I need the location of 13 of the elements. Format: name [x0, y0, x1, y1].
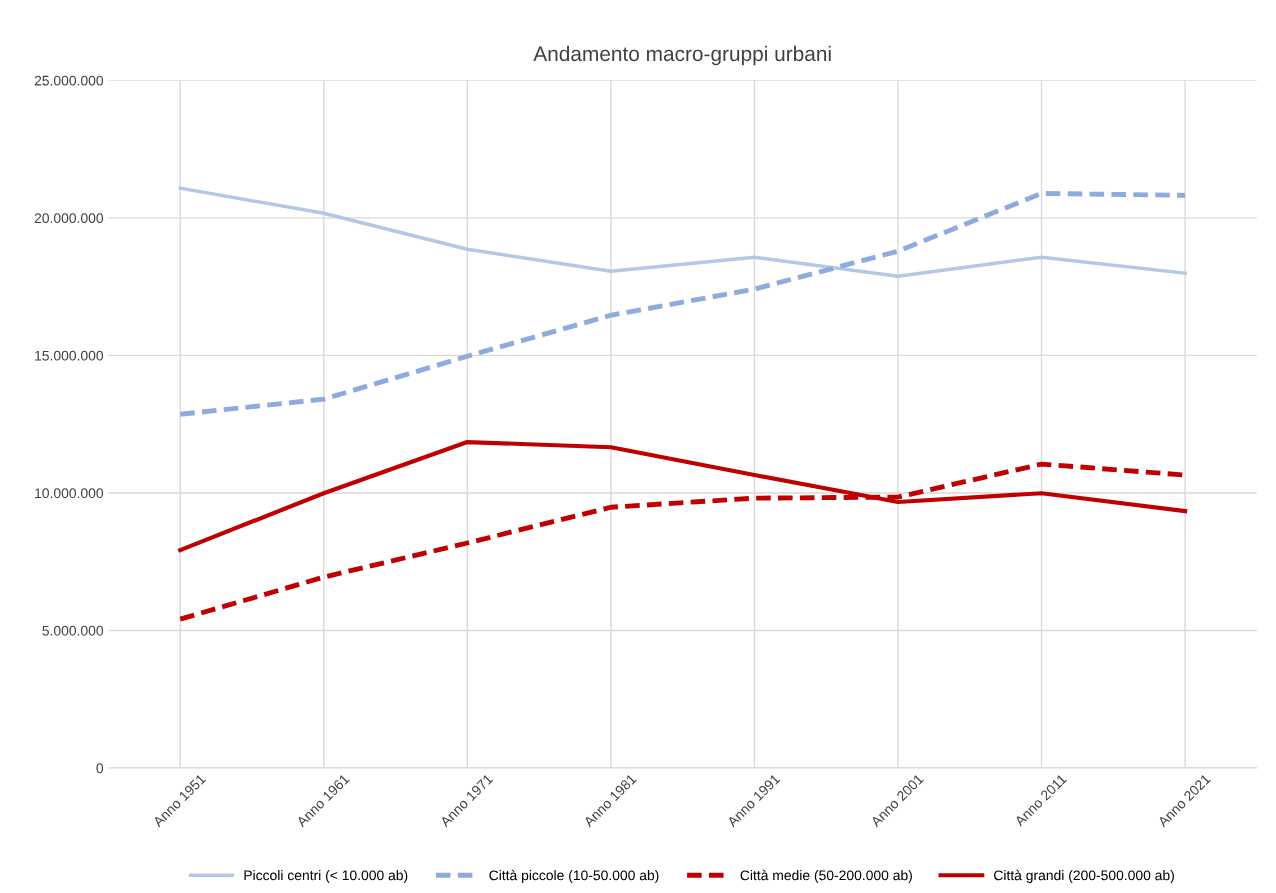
line-series [177, 190, 1188, 417]
chart-title: Andamento macro-gruppi urbani [533, 45, 831, 66]
legend-label: Città grandi (200-500.000 ab) [994, 869, 1174, 883]
y-tick-label: 0 [96, 763, 104, 774]
y-tick-label: 10.000.000 [35, 488, 104, 499]
y-tick-label: 5.000.000 [42, 625, 104, 636]
legend-label: Città medie (50-200.000 ab) [740, 869, 912, 883]
legend-label: Città piccole (10-50.000 ab) [489, 869, 659, 883]
y-tick-label: 20.000.000 [34, 213, 104, 224]
line-series [178, 186, 1187, 278]
legend-label: Piccoli centri (< 10.000 ab) [244, 870, 408, 883]
y-tick-label: 15.000.000 [35, 350, 104, 361]
y-tick-label: 25.000.000 [34, 75, 104, 86]
